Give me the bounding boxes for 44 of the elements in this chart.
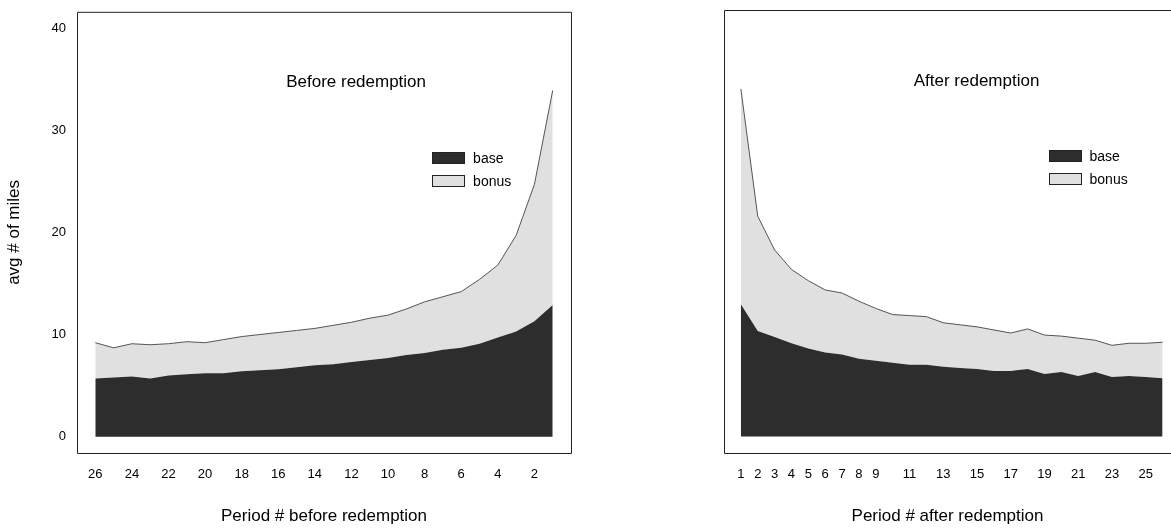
y-tick-label: 10 (51, 326, 66, 342)
x-tick-label: 23 (1104, 466, 1120, 482)
x-tick-label: 3 (770, 466, 779, 482)
x-tick-label: 17 (1003, 466, 1018, 482)
legend-label: base (1089, 148, 1120, 165)
x-tick-label: 13 (936, 466, 951, 482)
x-tick-label: 2 (530, 466, 539, 482)
x-tick-label: 2 (754, 466, 762, 482)
x-tick-label: 8 (421, 466, 429, 482)
x-tick-label: 15 (969, 466, 985, 482)
y-axis-title: avg # of miles (3, 179, 23, 285)
y-tick-label: 40 (51, 19, 66, 35)
x-tick-label: 20 (197, 466, 213, 482)
x-tick-label: 6 (821, 466, 829, 482)
x-tick-label: 8 (855, 466, 863, 482)
x-tick-label: 6 (457, 466, 465, 482)
y-tick-label: 30 (51, 121, 66, 137)
x-tick-label: 11 (902, 466, 917, 482)
x-tick-label: 9 (872, 466, 880, 482)
x-tick-label: 4 (787, 466, 796, 482)
x-tick-label: 4 (494, 466, 502, 482)
x-tick-label: 7 (838, 466, 846, 482)
x-tick-label: 12 (344, 466, 359, 482)
x-tick-label: 5 (804, 466, 812, 482)
x-tick-label: 14 (307, 466, 323, 482)
x-tick-label: 24 (124, 466, 140, 482)
x-tick-label: 16 (271, 466, 286, 482)
legend-label: base (473, 149, 504, 166)
x-tick-label: 22 (161, 466, 176, 482)
legend-label: bonus (473, 172, 512, 189)
x-axis-title: Period # after redemption (851, 506, 1044, 526)
legend-label: bonus (1089, 171, 1128, 188)
text: Before redemption (286, 72, 427, 92)
x-tick-label: 1 (737, 466, 745, 482)
x-axis-title: Period # before redemption (220, 506, 428, 526)
x-tick-label: 18 (234, 466, 249, 482)
y-tick-label: 20 (51, 223, 66, 239)
x-tick-label: 26 (88, 466, 103, 482)
text: After redemption (913, 70, 1040, 90)
x-tick-label: 19 (1037, 466, 1052, 482)
y-tick-label: 0 (58, 428, 66, 444)
x-tick-label: 25 (1138, 466, 1153, 482)
x-tick-label: 10 (380, 466, 396, 482)
x-tick-label: 21 (1070, 466, 1086, 482)
